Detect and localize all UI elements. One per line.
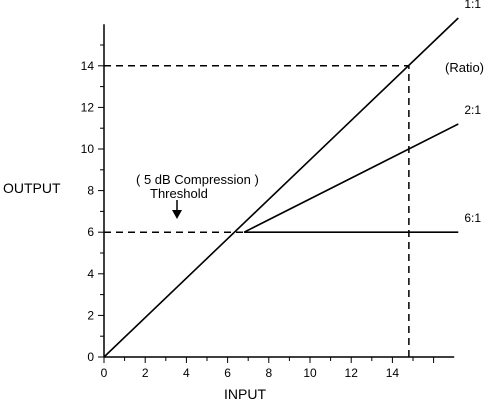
- x-tick-label: 2: [142, 366, 149, 380]
- compression-annotation: ( 5 dB Compression ): [136, 172, 259, 187]
- y-tick-label: 8: [87, 184, 94, 198]
- series-label-2-1: 2:1: [464, 103, 481, 117]
- x-tick-label: 14: [386, 366, 400, 380]
- series-label-1-1: 1:1: [464, 0, 481, 11]
- y-tick-label: 12: [81, 100, 95, 114]
- series-labels: 1:1 2:1 6:1: [464, 0, 481, 225]
- x-tick-label: 10: [303, 366, 317, 380]
- y-axis-title: OUTPUT: [3, 180, 61, 196]
- ticks: 0 2 4 6 8 10 12 14 0 2 4 6 8 10 12 14: [81, 44, 435, 380]
- y-tick-label: 14: [81, 59, 95, 73]
- y-tick-label: 0: [87, 350, 94, 364]
- reference-lines: [104, 65, 410, 357]
- series-label-6-1: 6:1: [464, 211, 481, 225]
- x-tick-label: 8: [265, 366, 272, 380]
- threshold-annotation: Threshold: [150, 186, 208, 201]
- y-tick-label: 6: [87, 225, 94, 239]
- ratio-annotation: (Ratio): [445, 60, 484, 75]
- y-tick-label: 4: [87, 267, 94, 281]
- x-axis-title: INPUT: [224, 386, 266, 402]
- x-tick-label: 6: [224, 366, 231, 380]
- x-tick-label: 12: [345, 366, 359, 380]
- series-line-2-1: [243, 123, 459, 233]
- x-tick-label: 4: [183, 366, 190, 380]
- threshold-arrow-head: [172, 210, 182, 219]
- series-lines: [103, 17, 459, 358]
- y-tick-label: 2: [87, 308, 94, 322]
- y-tick-label: 10: [81, 142, 95, 156]
- threshold-arrow: [172, 200, 182, 219]
- x-tick-label: 0: [101, 366, 108, 380]
- series-line-1-1: [103, 17, 459, 358]
